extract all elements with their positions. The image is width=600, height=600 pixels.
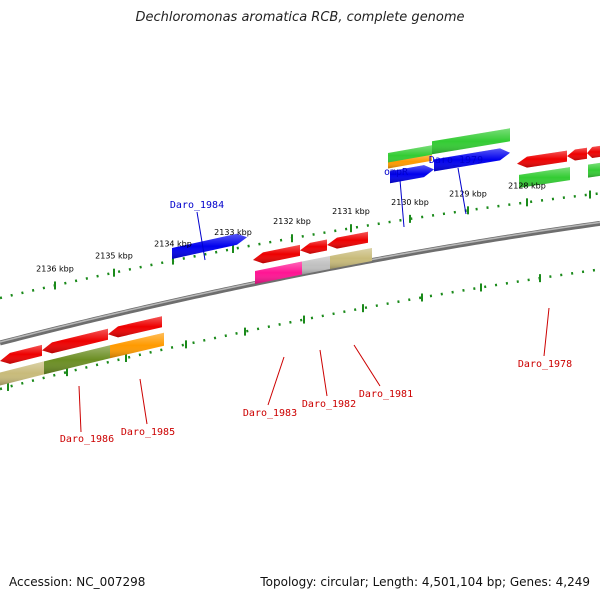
ruler-kbp-label: 2131 kbp xyxy=(332,207,370,216)
label-daro-1983-leader xyxy=(267,356,285,406)
label-daro-1979[interactable]: Daro_1979 xyxy=(429,155,483,166)
label-daro-1978[interactable]: Daro_1978 xyxy=(518,359,572,370)
genome-backbone-highlight xyxy=(0,221,600,343)
label-daro-1985[interactable]: Daro_1985 xyxy=(121,427,175,438)
cog-band-magenta[interactable] xyxy=(255,261,302,285)
ruler-kbp-label: 2132 kbp xyxy=(273,217,311,226)
gene-arrow-red[interactable] xyxy=(0,344,42,364)
ruler-kbp-label: 2133 kbp xyxy=(214,228,252,237)
label-daro-1986[interactable]: Daro_1986 xyxy=(60,434,114,445)
genome-summary-text: Topology: circular; Length: 4,501,104 bp… xyxy=(260,575,590,589)
cog-band-green[interactable] xyxy=(432,128,510,155)
ruler-kbp-label: 2129 kbp xyxy=(449,189,487,198)
gene-ompr-arrow[interactable] xyxy=(390,165,434,184)
label-ompr[interactable]: ompR xyxy=(384,167,409,178)
cog-band-orange[interactable] xyxy=(388,154,432,169)
genome-backbone xyxy=(0,220,600,346)
label-daro-1985-leader xyxy=(139,378,148,425)
label-daro-1978-leader xyxy=(543,307,550,357)
cog-band-gray[interactable] xyxy=(302,255,330,275)
label-daro-1979-leader xyxy=(457,167,467,215)
ruler-kbp-label: 2128 kbp xyxy=(508,181,546,190)
ruler-kbp-label: 2135 kbp xyxy=(95,252,133,261)
ruler-kbp-label: 2134 kbp xyxy=(154,240,192,249)
gene-daro-1984-arrow[interactable] xyxy=(172,233,247,259)
gene-daro-1981-arrow[interactable] xyxy=(327,231,368,249)
inner-ruler-track xyxy=(0,268,600,391)
accession-text: Accession: NC_007298 xyxy=(9,575,146,589)
gene-arrow-red[interactable] xyxy=(42,328,108,354)
label-daro-1984-leader xyxy=(196,211,206,261)
cog-band-green[interactable] xyxy=(519,167,570,188)
label-daro-1982[interactable]: Daro_1982 xyxy=(302,399,356,410)
label-daro-1982-leader xyxy=(319,349,328,397)
label-daro-1983[interactable]: Daro_1983 xyxy=(243,408,297,419)
cog-band-green[interactable] xyxy=(588,162,600,178)
label-daro-1981[interactable]: Daro_1981 xyxy=(359,389,413,400)
cog-band-orange[interactable] xyxy=(110,332,164,359)
gene-arrow-red[interactable] xyxy=(587,145,600,158)
cog-band-khaki[interactable] xyxy=(0,361,44,386)
gene-daro-1982-arrow[interactable] xyxy=(300,239,327,254)
ruler-kbp-label: 2136 kbp xyxy=(36,264,74,273)
label-ompr-leader xyxy=(399,179,405,228)
label-daro-1984[interactable]: Daro_1984 xyxy=(170,200,224,211)
ruler-kbp-label: 2130 kbp xyxy=(391,198,429,207)
map-title: Dechloromonas aromatica RCB, complete ge… xyxy=(135,10,465,25)
gene-daro-1979-arrow[interactable] xyxy=(434,148,510,172)
gene-daro-1985-arrow[interactable] xyxy=(108,316,162,338)
gene-daro-1983-arrow[interactable] xyxy=(253,244,300,264)
cog-band-olive[interactable] xyxy=(44,345,110,375)
gene-daro-1978-arrow[interactable] xyxy=(517,150,567,168)
cog-band-khaki[interactable] xyxy=(330,248,372,269)
label-daro-1981-leader xyxy=(353,344,381,387)
gene-arrow-red[interactable] xyxy=(567,147,587,161)
label-daro-1986-leader xyxy=(78,385,82,433)
